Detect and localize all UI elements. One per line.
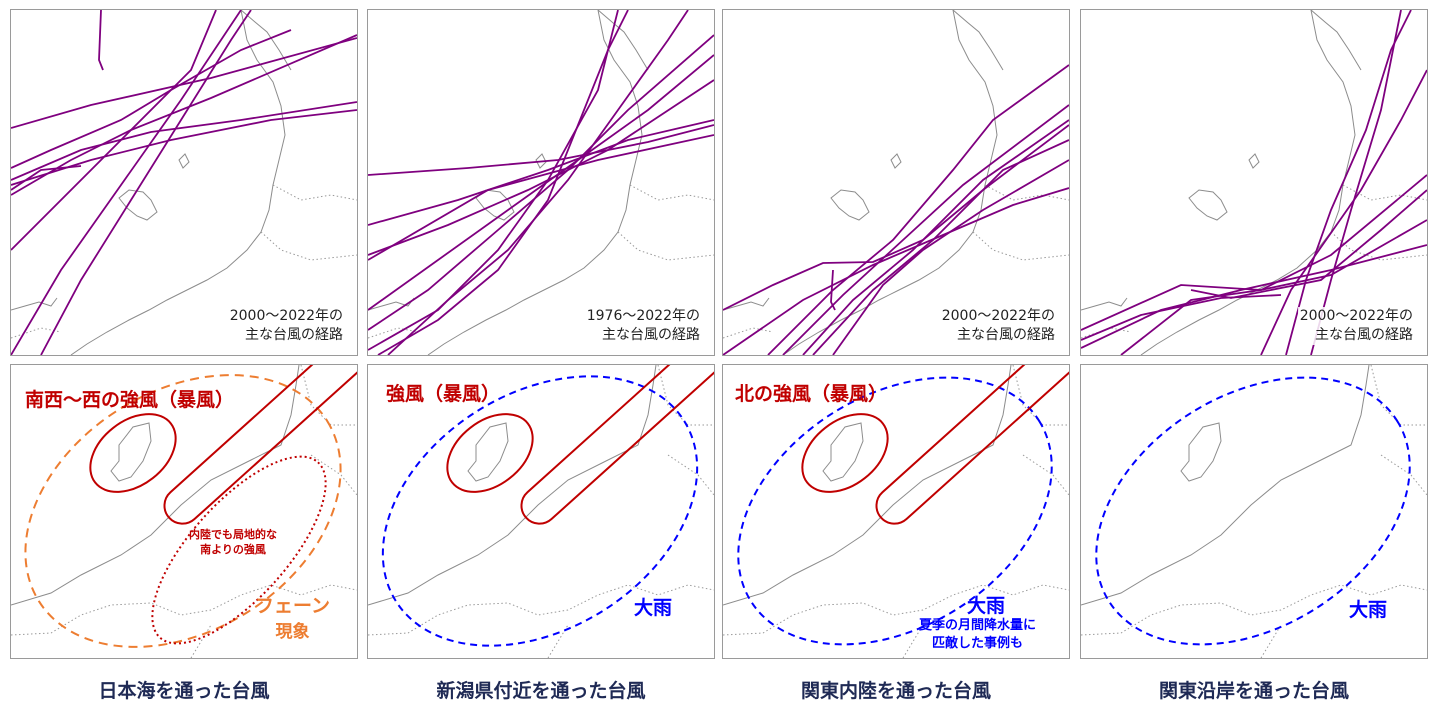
sado-wind-ellipse [801,413,889,493]
impact-map-1: 南西～西の強風（暴風） 内陸でも局地的な 南よりの強風 フェーン 現象 [10,364,358,659]
period-note: 2000～2022年の 主な台風の経路 [227,307,345,345]
wind-label: 強風（暴風） [386,383,501,405]
prefecture-borders [11,365,357,658]
coastline [1081,10,1362,355]
caption: 新潟県付近を通った台風 [436,680,646,702]
coastline [368,365,657,606]
period-line-1: 1976～2022年の [586,308,700,324]
rain-label: 大雨 [634,597,673,619]
impact-map-4: 大雨 [1080,364,1428,659]
coastline [11,365,300,606]
prefecture-borders [1081,365,1427,658]
coastline [723,365,1012,606]
impact-map-3: 北の強風（暴風） 大雨 夏季の月間降水量に 匹敵した事例も [722,364,1070,659]
rain-label: 大雨 [1349,599,1388,621]
typhoon-tracks [368,10,714,355]
typhoon-tracks [1081,10,1427,355]
foehn-line-2: 現象 [275,622,310,642]
period-note: 2000～2022年の 主な台風の経路 [1297,307,1415,345]
rain-note-line-2: 匹敵した事例も [932,636,1024,651]
period-line-2: 主な台風の経路 [957,327,1055,343]
impact-map-svg [723,365,1069,658]
foehn-label: フェーン 現象 [255,593,330,645]
rain-label: 大雨 [967,595,1006,617]
sado-wind-ellipse [446,413,534,493]
inland-line-2: 南よりの強風 [200,543,266,556]
coastline [723,10,1004,355]
panel-column-4: 2000～2022年の 主な台風の経路 大雨 関東沿岸を通った台風 [1080,0,1428,722]
panel-column-1: 2000～2022年の 主な台風の経路 南西～西の強風（暴風） 内陸でも局地的な [10,0,358,722]
caption: 関東沿岸を通った台風 [1158,680,1349,702]
wind-label: 南西～西の強風（暴風） [25,389,235,411]
track-map-4: 2000～2022年の 主な台風の経路 [1080,9,1428,356]
prefecture-borders [368,184,714,339]
typhoon-track-map-svg [1081,10,1427,355]
period-line-1: 2000～2022年の [1299,308,1413,324]
period-note: 1976～2022年の 主な台風の経路 [584,307,702,345]
track-map-2: 1976～2022年の 主な台風の経路 [367,9,715,356]
foehn-area-ellipse [24,374,342,648]
sado-wind-ellipse [89,413,177,493]
panel-column-3: 2000～2022年の 主な台風の経路 北の強風（暴風） 大雨 夏季の月間降水量… [722,0,1070,722]
rain-area-ellipse [1095,376,1411,646]
period-line-2: 主な台風の経路 [1315,327,1413,343]
rain-note-line-1: 夏季の月間降水量に [919,618,1037,633]
typhoon-track-map-svg [11,10,357,355]
inland-wind-label: 内陸でも局地的な 南よりの強風 [189,527,277,557]
typhoon-tracks [11,10,357,355]
foehn-line-1: フェーン [255,595,331,617]
prefecture-borders [723,365,1069,658]
coastline [11,10,292,355]
impact-map-svg [1081,365,1427,658]
caption: 日本海を通った台風 [98,680,270,702]
coastline [1081,365,1370,606]
period-line-1: 2000～2022年の [229,308,343,324]
impact-map-2: 強風（暴風） 大雨 [367,364,715,659]
caption: 関東内陸を通った台風 [800,680,991,702]
track-map-1: 2000～2022年の 主な台風の経路 [10,9,358,356]
prefecture-borders [723,184,1069,339]
coastal-wind-capsule [163,365,357,525]
coastal-wind-capsule [875,365,1069,525]
track-map-3: 2000～2022年の 主な台風の経路 [722,9,1070,356]
rain-note: 夏季の月間降水量に 匹敵した事例も [919,617,1036,653]
impact-map-svg [11,365,357,658]
wind-label: 北の強風（暴風） [735,383,888,405]
period-line-1: 2000～2022年の [941,308,1055,324]
coastline [368,10,649,355]
period-note: 2000～2022年の 主な台風の経路 [939,307,1057,345]
inland-line-1: 内陸でも局地的な [189,528,277,541]
typhoon-tracks [723,64,1069,355]
rain-area-ellipse [737,376,1053,646]
panel-column-2: 1976～2022年の 主な台風の経路 強風（暴風） 大雨 新潟県付近を通った台… [367,0,715,722]
period-line-2: 主な台風の経路 [602,327,700,343]
period-line-2: 主な台風の経路 [245,327,343,343]
coastal-wind-capsule [520,365,714,525]
typhoon-track-map-svg [368,10,714,355]
typhoon-track-map-svg [723,10,1069,355]
impact-map-svg [368,365,714,658]
prefecture-borders [1081,184,1427,339]
